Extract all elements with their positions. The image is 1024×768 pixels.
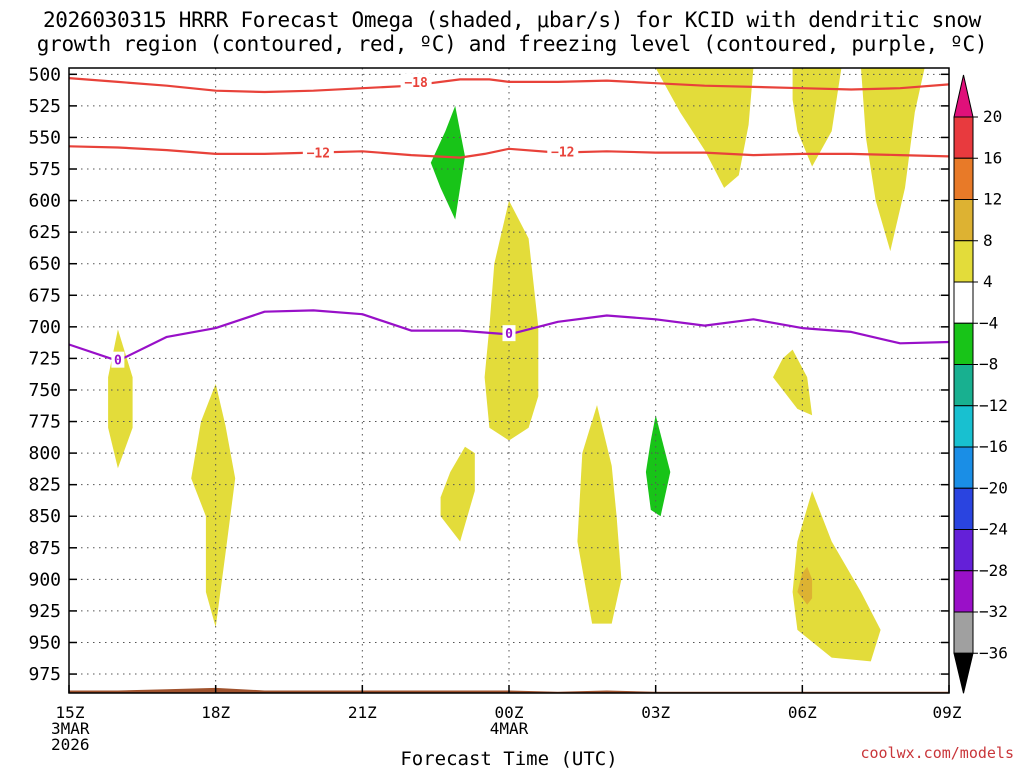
y-axis: 500 525 550 575 600 625 650 675 700 725 750 775 800 8…	[28, 64, 949, 685]
upward-motion-1	[655, 68, 754, 188]
contour-label: −12	[551, 145, 574, 160]
x-tick-label: 18Z	[201, 703, 230, 722]
x-tick-label: 21Z	[348, 703, 377, 722]
contour-label-bg	[302, 144, 334, 161]
y-tick-label: 825	[28, 475, 61, 496]
colorbar-bin	[953, 116, 974, 159]
contour-label: −18	[404, 76, 428, 91]
upward-motion-3	[861, 68, 925, 252]
colorbar-bin	[953, 364, 974, 407]
upward-motion-4	[484, 200, 539, 441]
colorbar-bin	[953, 199, 974, 242]
colorbar-label: −28	[979, 561, 1008, 580]
upward-motion-6	[191, 383, 236, 628]
upward-motion-max	[797, 566, 813, 605]
upward-motion-2	[792, 68, 842, 167]
watermark[interactable]: coolwx.com/models	[860, 744, 1014, 762]
colorbar-label: 8	[983, 231, 993, 250]
x-tick-label: 00Z	[495, 703, 524, 722]
y-tick-label: 625	[28, 222, 61, 243]
contour-label-bg	[502, 325, 516, 342]
y-tick-label: 500	[28, 64, 61, 85]
upward-motion-7	[440, 446, 475, 542]
colorbar-bin	[953, 281, 974, 324]
y-tick-label: 775	[28, 412, 61, 433]
colorbar-label: −12	[979, 396, 1008, 415]
colorbar-label: −24	[979, 520, 1008, 539]
colorbar-label: 4	[983, 272, 993, 291]
colorbar-label: 12	[983, 190, 1002, 209]
contour-dendritic-bottom	[68, 145, 950, 159]
colorbar-label: −36	[979, 643, 1008, 662]
colorbar-bin	[953, 570, 974, 613]
x-tick-label: 03Z	[641, 703, 670, 722]
colorbar-label: −8	[979, 355, 998, 374]
y-tick-label: 925	[28, 601, 61, 622]
colorbar-bin	[953, 322, 974, 365]
y-tick-label: 850	[28, 506, 61, 527]
upward-motion-5	[108, 329, 133, 469]
upward-motion-8	[577, 405, 622, 624]
colorbar-bin	[953, 405, 974, 448]
x-tick-label: 3MAR	[51, 719, 90, 738]
y-tick-label: 750	[28, 380, 61, 401]
x-tick-label: 15Z	[56, 703, 85, 722]
y-tick-label: 550	[28, 127, 61, 148]
y-tick-label: 725	[28, 348, 61, 369]
y-tick-label: 575	[28, 159, 61, 180]
colorbar-label: 16	[983, 148, 1002, 167]
contour-label: 0	[505, 327, 513, 342]
colorbar-label: 20	[983, 107, 1002, 126]
contour-label: −12	[307, 147, 330, 162]
x-axis-title: Forecast Time (UTC)	[400, 748, 617, 768]
grid	[69, 68, 949, 693]
x-tick-label: 09Z	[933, 703, 962, 722]
y-tick-label: 600	[28, 191, 61, 212]
terrain	[69, 687, 949, 693]
y-tick-label: 700	[28, 317, 61, 338]
terrain-band	[69, 687, 949, 693]
y-tick-label: 525	[28, 96, 61, 117]
colorbar-label: −4	[979, 313, 998, 332]
contour-dendritic-top	[68, 77, 950, 94]
y-tick-label: 800	[28, 443, 61, 464]
colorbar-bin	[953, 611, 974, 654]
colorbar-label: −32	[979, 602, 1008, 621]
downward-motion-1	[430, 105, 465, 220]
colorbar-label: −20	[979, 478, 1008, 497]
contours: −18 −12 −12 0 0	[68, 73, 950, 369]
colorbar-label: −16	[979, 437, 1008, 456]
colorbar-top-triangle	[953, 74, 974, 118]
downward-motion-2	[645, 415, 671, 517]
y-tick-label: 900	[28, 569, 61, 590]
title-line-2: growth region (contoured, red, ºC) and f…	[36, 32, 988, 56]
y-tick-label: 975	[28, 664, 61, 685]
upward-motion-9	[773, 349, 813, 416]
y-tick-label: 950	[28, 632, 61, 653]
x-tick-label: 4MAR	[490, 719, 529, 738]
colorbar-bin	[953, 446, 974, 489]
x-tick-label: 06Z	[788, 703, 817, 722]
y-tick-label: 875	[28, 538, 61, 559]
contour-label-bg	[111, 351, 125, 368]
y-tick-label: 675	[28, 285, 61, 306]
title-line-1: 2026030315 HRRR Forecast Omega (shaded, …	[42, 8, 982, 32]
colorbar-bin	[953, 157, 974, 200]
chart-title: 2026030315 HRRR Forecast Omega (shaded, …	[0, 8, 1024, 56]
colorbar: 20 16 12 8 4 −4 −8 −12 −16 −20 −24 −28 −32 −36	[953, 74, 1008, 694]
y-tick-label: 650	[28, 254, 61, 275]
colorbar-bottom-triangle	[953, 652, 974, 694]
contour-label-bg	[400, 73, 432, 90]
colorbar-bin	[953, 487, 974, 530]
colorbar-bin	[953, 240, 974, 283]
colorbar-bin	[953, 529, 974, 572]
contour-label: 0	[114, 354, 122, 369]
contour-label-bg	[547, 143, 579, 160]
x-tick-label: 2026	[51, 735, 90, 754]
upward-motion-10	[792, 491, 881, 662]
